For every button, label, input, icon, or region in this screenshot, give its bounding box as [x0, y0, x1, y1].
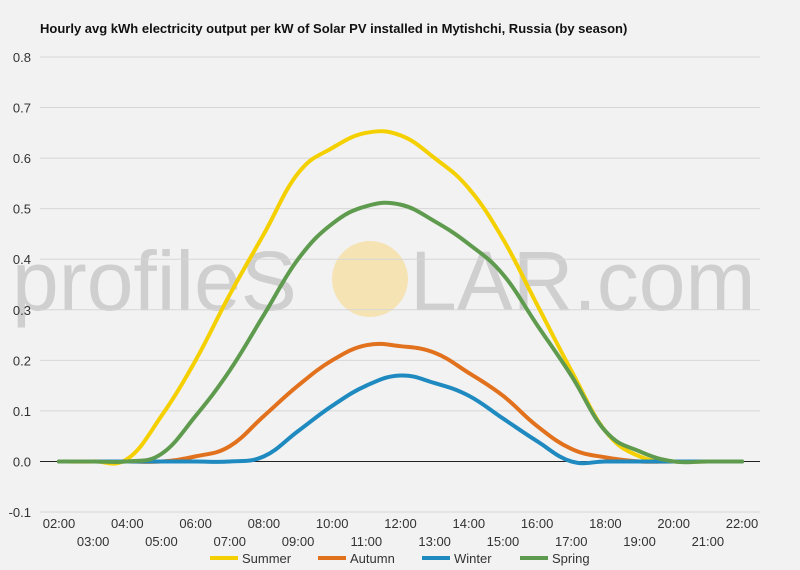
y-tick-label: 0.4	[13, 252, 31, 267]
x-tick-label: 16:00	[521, 516, 554, 531]
legend-label: Winter	[454, 551, 492, 566]
x-tick-label: 13:00	[418, 534, 451, 549]
x-tick-label: 15:00	[487, 534, 520, 549]
legend-label: Summer	[242, 551, 292, 566]
y-tick-label: 0.7	[13, 101, 31, 116]
x-tick-label: 06:00	[179, 516, 212, 531]
y-tick-label: 0.6	[13, 151, 31, 166]
x-tick-label: 08:00	[248, 516, 281, 531]
legend-swatch	[520, 556, 548, 560]
x-tick-label: 10:00	[316, 516, 349, 531]
y-tick-label: 0.3	[13, 303, 31, 318]
x-tick-label: 11:00	[351, 534, 383, 549]
chart-title: Hourly avg kWh electricity output per kW…	[40, 21, 627, 36]
x-tick-label: 04:00	[111, 516, 144, 531]
series-lines	[57, 129, 744, 466]
x-tick-label: 09:00	[282, 534, 315, 549]
legend[interactable]: Summer Autumn Winter Spring	[210, 551, 590, 566]
y-tick-label: 0.0	[13, 454, 31, 469]
y-tick-label: 0.2	[13, 353, 31, 368]
watermark-right: LAR.com	[410, 234, 755, 328]
x-tick-label: 21:00	[692, 534, 725, 549]
x-tick-label: 17:00	[555, 534, 588, 549]
y-tick-label: 0.1	[13, 404, 31, 419]
x-axis-ticks: 02:0003:0004:0005:0006:0007:0008:0009:00…	[43, 516, 759, 549]
x-tick-label: 19:00	[623, 534, 656, 549]
x-tick-label: 22:00	[726, 516, 759, 531]
series-line-winter	[57, 373, 744, 466]
gridlines	[40, 56, 760, 513]
legend-item-spring[interactable]: Spring	[520, 551, 590, 566]
x-tick-label: 05:00	[145, 534, 178, 549]
y-axis-ticks: -0.1 0.0 0.1 0.2 0.3 0.4 0.5 0.6 0.7 0.8	[9, 50, 31, 520]
series-line-spring	[57, 200, 744, 465]
x-tick-label: 20:00	[657, 516, 690, 531]
legend-swatch	[318, 556, 346, 560]
x-tick-label: 03:00	[77, 534, 110, 549]
x-tick-label: 02:00	[43, 516, 76, 531]
series-line-summer	[57, 129, 744, 466]
sun-logo	[332, 241, 408, 317]
legend-item-winter[interactable]: Winter	[422, 551, 492, 566]
legend-label: Spring	[552, 551, 590, 566]
watermark-left: profileS	[12, 234, 297, 328]
y-tick-label: 0.5	[13, 202, 31, 217]
legend-item-summer[interactable]: Summer	[210, 551, 292, 566]
legend-swatch	[210, 556, 238, 560]
legend-item-autumn[interactable]: Autumn	[318, 551, 395, 566]
legend-label: Autumn	[350, 551, 395, 566]
x-tick-label: 14:00	[453, 516, 486, 531]
y-tick-label: -0.1	[9, 505, 31, 520]
legend-swatch	[422, 556, 450, 560]
y-tick-label: 0.8	[13, 50, 31, 65]
x-tick-label: 07:00	[213, 534, 246, 549]
x-tick-label: 18:00	[589, 516, 622, 531]
x-tick-label: 12:00	[384, 516, 417, 531]
